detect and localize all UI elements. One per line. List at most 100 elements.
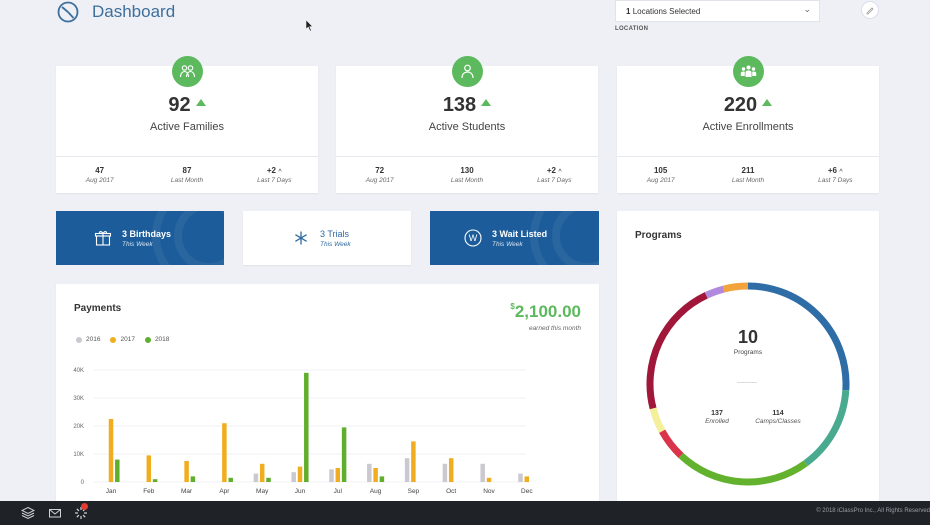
bar-2017-feb[interactable] [146,455,152,482]
asterisk-icon [295,231,307,245]
location-select[interactable]: 1 Locations Selected ⌄ [615,0,820,22]
bar-2017-nov[interactable] [486,477,492,482]
layers-icon[interactable] [21,506,35,520]
donut-segment-1[interactable] [747,282,850,391]
x-tick-label: Aug [370,488,382,495]
bar-2016-jul[interactable] [329,469,334,482]
enrolled-stat: 137 Enrolled [687,410,747,425]
stat-card-enrollments[interactable]: 220 Active Enrollments 105 Aug 2017 211 La… [617,56,879,193]
bar-2017-oct[interactable] [448,458,454,482]
stat-breakdown: 72 Aug 2017 130 Last Month +2 ^ Last 7 Days [336,156,598,193]
bar-2016-nov[interactable] [480,463,485,482]
caret-up-icon: ^ [558,169,562,175]
donut-segment-5[interactable] [649,407,666,433]
bar-2018-apr[interactable] [228,477,233,482]
x-tick-label: Apr [219,488,230,495]
programs-count: 10 [737,327,759,347]
bar-2018-feb[interactable] [152,479,158,482]
mail-icon[interactable] [48,506,62,520]
bar-2018-jul[interactable] [341,427,347,482]
currency-symbol: $ [510,302,515,311]
bar-2016-may[interactable] [253,473,259,482]
stat-card-families[interactable]: 92 Active Families 47 Aug 2017 87 Last Mon… [56,56,318,193]
bar-2017-mar[interactable] [184,461,189,482]
stat-sub-value: 87 [182,166,192,175]
stat-label: Active Students [428,121,506,133]
trials-title: 3 Trials [320,229,350,239]
x-tick-label: Sep [408,488,420,495]
legend-dot [110,336,117,343]
bar-2016-aug[interactable] [367,463,372,482]
payments-bar-chart: 40K 30K 20K 10K 0 Jan Feb Mar Apr May Jun Jul Aug Sep… [73,368,533,495]
stat-sub-value: 130 [460,166,474,175]
legend-label: 2018 [154,336,170,343]
dashboard-icon [57,1,79,23]
legend-dot [144,336,151,343]
group-icon [733,56,764,87]
enrolled-value: 137 [711,410,723,417]
birthdays-card[interactable]: 3 Birthdays This Week [56,211,224,265]
copyright: © 2018 iClassPro Inc., All Rights Reserv… [816,508,930,514]
bar-2017-dec[interactable] [524,476,530,482]
chart-legend: 2016 2017 2018 [76,336,169,343]
legend-item-2017[interactable]: 2017 [110,336,135,343]
legend-item-2018[interactable]: 2018 [144,336,170,343]
waitlist-card[interactable]: W 3 Wait Listed This Week [430,211,599,265]
stat-value: 138 [336,94,598,117]
trend-up-icon [481,99,492,106]
stat-sub-value: +6 ^ [827,166,843,175]
stat-card-students[interactable]: 138 Active Students 72 Aug 2017 130 Last M… [336,56,598,193]
payments-panel: Payments $2,100.00 earned this month 201… [56,284,599,504]
donut-segment-4[interactable] [659,429,684,458]
trials-sub: This Week [320,241,351,248]
edit-button[interactable] [861,1,879,19]
trend-up-icon [195,99,206,106]
bar-2017-apr[interactable] [222,423,227,482]
stat-value: 92 [56,94,318,117]
stat-sub-value: 47 [95,166,105,175]
bar-2018-jun[interactable] [304,372,309,482]
bar-2017-sep[interactable] [411,441,416,482]
trials-card[interactable]: 3 Trials This Week [243,211,411,265]
x-tick-label: May [256,488,269,495]
stat-sub-value: +2 ^ [266,166,282,175]
programs-count-label: Programs [733,349,763,356]
stat-sub-label: Last 7 Days [818,177,853,184]
stat-sub-value: 105 [653,166,668,175]
programs-title: Programs [635,230,682,241]
stat-sub-value: 211 [741,166,755,175]
page-title: Dashboard [92,2,176,21]
x-tick-label: Jan [106,488,117,495]
trend-up-icon [762,99,773,106]
bar-2018-jan[interactable] [115,459,120,482]
bar-2017-jan[interactable] [108,419,114,482]
bar-2018-aug[interactable] [379,476,385,482]
stat-sub-label: Aug 2017 [85,177,114,184]
donut-segment-3[interactable] [678,452,808,486]
bar-2017-jun[interactable] [297,466,303,482]
donut-segment-6[interactable] [646,292,708,410]
bar-2017-jul[interactable] [335,468,341,482]
bar-2016-sep[interactable] [404,458,410,482]
donut-segment-2[interactable] [803,389,850,467]
programs-panel: Programs 10 Programs 137 Enrolled 114 Ca… [617,211,879,504]
bar-2017-may[interactable] [259,463,265,482]
bar-2017-aug[interactable] [373,468,378,482]
enrolled-label: Enrolled [705,418,729,425]
y-tick-label: 20K [73,424,84,430]
stat-sub-label: Last Month [450,177,484,184]
programs-donut-chart [646,282,850,486]
stat-sub-value: 72 [375,166,385,175]
stat-sub-label: Last Month [731,177,765,184]
donut-segment-8[interactable] [722,282,749,293]
bar-2018-mar[interactable] [190,476,196,482]
legend-item-2016[interactable]: 2016 [76,336,100,343]
bar-2016-dec[interactable] [518,473,523,482]
bar-2018-may[interactable] [266,477,271,482]
stat-sub-label: Last 7 Days [537,177,572,184]
decorative-ring [552,211,599,265]
donut-segment-7[interactable] [704,285,725,299]
bar-2016-jun[interactable] [291,472,296,482]
payments-sub: earned this month [528,325,581,332]
bar-2016-oct[interactable] [442,463,448,482]
